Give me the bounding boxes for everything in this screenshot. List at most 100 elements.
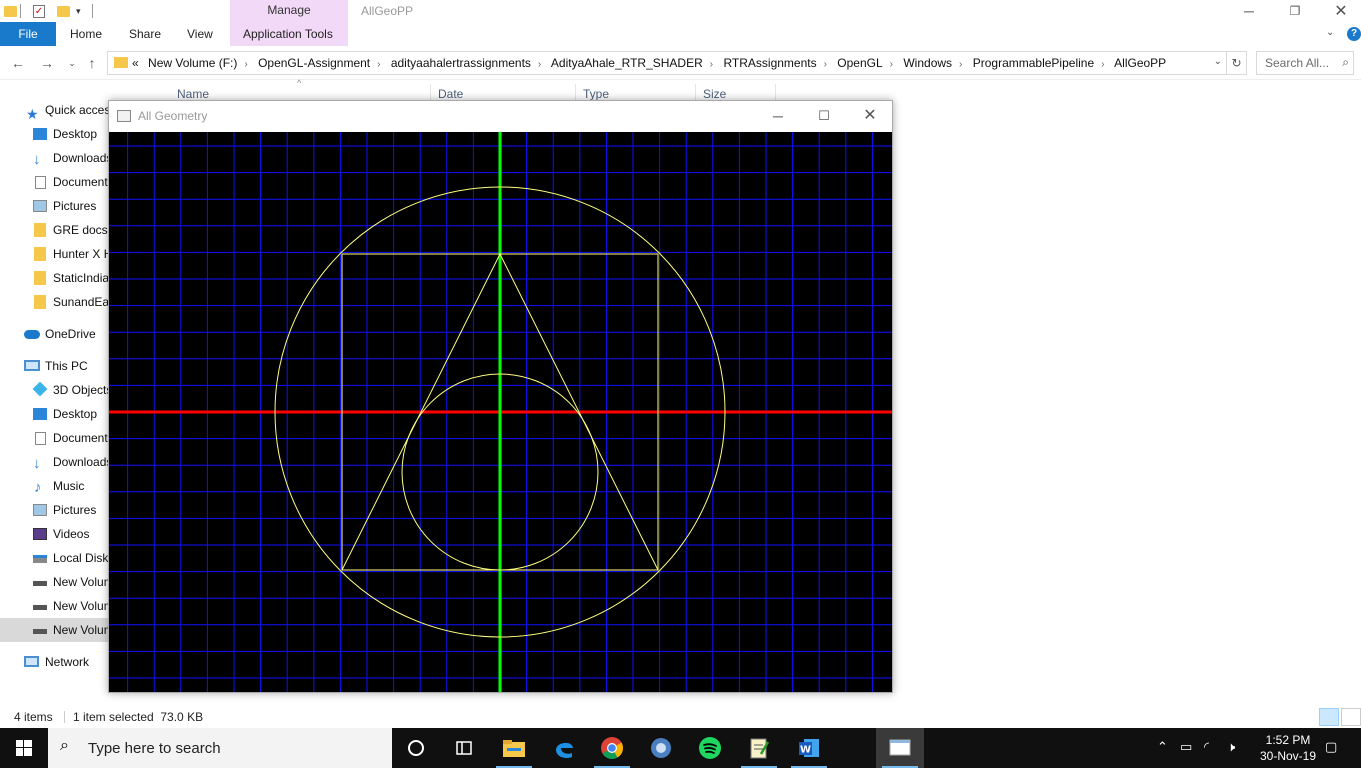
nav-item-pictures[interactable]: Pictures	[0, 194, 108, 218]
nav-item-documents[interactable]: Documents	[0, 170, 108, 194]
address-dropdown-icon[interactable]: ⌄	[1213, 56, 1222, 67]
nav-item-folder[interactable]: GRE docs	[0, 218, 108, 242]
tab-file[interactable]: File	[0, 22, 56, 46]
folder-icon	[34, 271, 46, 285]
breadcrumb-item[interactable]: New Volume (F:)	[148, 56, 238, 70]
tab-application-tools[interactable]: Application Tools	[243, 27, 333, 41]
customize-toolbar-icon[interactable]: ▾	[76, 5, 81, 16]
gl-window[interactable]: All Geometry ─ ☐ ✕	[108, 100, 893, 693]
maximize-button[interactable]: ☐	[818, 108, 830, 123]
nav-label: New Volume	[53, 623, 108, 637]
breadcrumb-item[interactable]: RTRAssignments	[723, 56, 817, 70]
navigation-bar: ← → ⌄ ↑ « New Volume (F:) › OpenGL-Assign…	[0, 46, 1361, 80]
spotify-icon[interactable]	[686, 728, 734, 768]
breadcrumb-item[interactable]: OpenGL	[837, 56, 883, 70]
restore-button[interactable]: ❐	[1289, 4, 1301, 18]
nav-item-folder[interactable]: StaticIndia	[0, 266, 108, 290]
status-bar: 4 items 1 item selected 73.0 KB	[0, 706, 1361, 728]
nav-item-downloads[interactable]: ↓ Downloads	[0, 146, 108, 170]
volume-icon[interactable]: 🕨	[1227, 739, 1236, 754]
nav-item-music[interactable]: ♪ Music	[0, 474, 108, 498]
nav-label: SunandEarth	[53, 295, 108, 309]
nav-label: New Volume	[53, 575, 108, 589]
column-divider[interactable]	[695, 84, 696, 104]
close-button[interactable]: ✕	[1334, 3, 1348, 20]
forward-arrow-icon[interactable]: →	[40, 55, 54, 71]
help-button[interactable]: ?	[1347, 27, 1361, 41]
minimize-button[interactable]: ─	[1244, 3, 1254, 19]
breadcrumb-item[interactable]: AllGeoPP	[1114, 56, 1167, 70]
details-view-icon[interactable]	[1319, 708, 1339, 726]
address-bar[interactable]: « New Volume (F:) › OpenGL-Assignment › ad…	[107, 51, 1227, 75]
nav-item-network[interactable]: Network	[0, 650, 108, 674]
folder-icon	[114, 57, 128, 68]
tab-home[interactable]: Home	[70, 27, 103, 41]
column-divider[interactable]	[430, 84, 431, 104]
minimize-button[interactable]: ─	[773, 108, 783, 124]
column-name[interactable]: Name	[177, 87, 210, 101]
search-icon: ⌕	[1342, 55, 1349, 69]
manage-tab-label[interactable]: Manage	[267, 3, 311, 17]
column-divider[interactable]	[575, 84, 576, 104]
close-button[interactable]: ✕	[863, 107, 877, 124]
word-icon[interactable]: W	[785, 728, 833, 768]
nav-item-3d-objects[interactable]: 3D Objects	[0, 378, 108, 402]
nav-item-quick-access[interactable]: ★ Quick access	[0, 98, 108, 122]
large-icons-view-icon[interactable]	[1341, 708, 1361, 726]
show-hidden-icons-icon[interactable]: ⌃	[1157, 739, 1168, 754]
breadcrumb-item[interactable]: AdityaAhale_RTR_SHADER	[550, 56, 703, 70]
search-input[interactable]: Search All... ⌕	[1256, 51, 1354, 75]
column-size[interactable]: Size	[703, 87, 727, 101]
column-type[interactable]: Type	[583, 87, 610, 101]
taskbar-search-input[interactable]: ⌕ Type here to search	[48, 728, 392, 768]
nav-item-downloads[interactable]: ↓ Downloads	[0, 450, 108, 474]
cortana-icon[interactable]	[392, 728, 440, 768]
nav-item-desktop[interactable]: Desktop	[0, 122, 108, 146]
breadcrumb-item[interactable]: OpenGL-Assignment	[258, 56, 371, 70]
recent-locations-icon[interactable]: ⌄	[68, 58, 76, 68]
breadcrumb-item[interactable]: ProgrammablePipeline	[972, 56, 1095, 70]
nav-item-onedrive[interactable]: OneDrive	[0, 322, 108, 346]
column-divider[interactable]	[775, 84, 776, 104]
properties-icon[interactable]: ✓	[33, 4, 45, 18]
notepad-icon[interactable]	[735, 728, 783, 768]
nav-item-desktop[interactable]: Desktop	[0, 402, 108, 426]
breadcrumb-item[interactable]: adityaahalertrassignments	[390, 56, 531, 70]
notifications-icon[interactable]: ▢	[1325, 739, 1338, 754]
edge-icon[interactable]	[540, 728, 588, 768]
nav-item-new-volume-selected[interactable]: New Volume	[0, 618, 108, 642]
nav-item-pictures[interactable]: Pictures	[0, 498, 108, 522]
nav-item-new-volume[interactable]: New Volume	[0, 570, 108, 594]
up-arrow-icon[interactable]: ↑	[88, 55, 96, 71]
battery-icon[interactable]: ▭	[1180, 739, 1193, 754]
opengl-app-icon[interactable]	[876, 728, 924, 768]
nav-item-folder[interactable]: SunandEarth	[0, 290, 108, 314]
app-icon[interactable]	[637, 728, 685, 768]
window-title: AllGeoPP	[361, 4, 414, 18]
breadcrumb-overflow[interactable]: «	[132, 56, 139, 70]
task-view-icon[interactable]	[440, 728, 488, 768]
tab-share[interactable]: Share	[129, 27, 162, 41]
back-arrow-icon[interactable]: ←	[11, 55, 25, 71]
nav-item-videos[interactable]: Videos	[0, 522, 108, 546]
desktop-icon	[33, 408, 47, 420]
gl-canvas[interactable]	[109, 132, 892, 692]
nav-label: 3D Objects	[53, 383, 108, 397]
refresh-icon[interactable]: ↻	[1227, 51, 1247, 75]
nav-item-local-disk[interactable]: Local Disk	[0, 546, 108, 570]
nav-item-folder[interactable]: Hunter X Hunter	[0, 242, 108, 266]
start-button[interactable]	[0, 728, 48, 768]
system-clock[interactable]: 1:52 PM 30-Nov-19	[1257, 732, 1319, 764]
chrome-icon[interactable]	[588, 728, 636, 768]
expand-ribbon-icon[interactable]: ⌄	[1326, 27, 1335, 38]
tab-view[interactable]: View	[187, 27, 213, 41]
file-explorer-icon[interactable]	[490, 728, 538, 768]
nav-item-documents[interactable]: Documents	[0, 426, 108, 450]
gl-window-titlebar[interactable]: All Geometry ─ ☐ ✕	[109, 101, 892, 132]
new-folder-icon[interactable]	[57, 3, 70, 19]
nav-item-this-pc[interactable]: This PC	[0, 354, 108, 378]
wifi-icon[interactable]: ◜	[1204, 739, 1210, 754]
taskbar: ⌕ Type here to search W ⌃ ▭ ◜ 🕨 1:52 PM …	[0, 728, 1361, 768]
breadcrumb-item[interactable]: Windows	[903, 56, 953, 70]
nav-item-new-volume[interactable]: New Volume	[0, 594, 108, 618]
